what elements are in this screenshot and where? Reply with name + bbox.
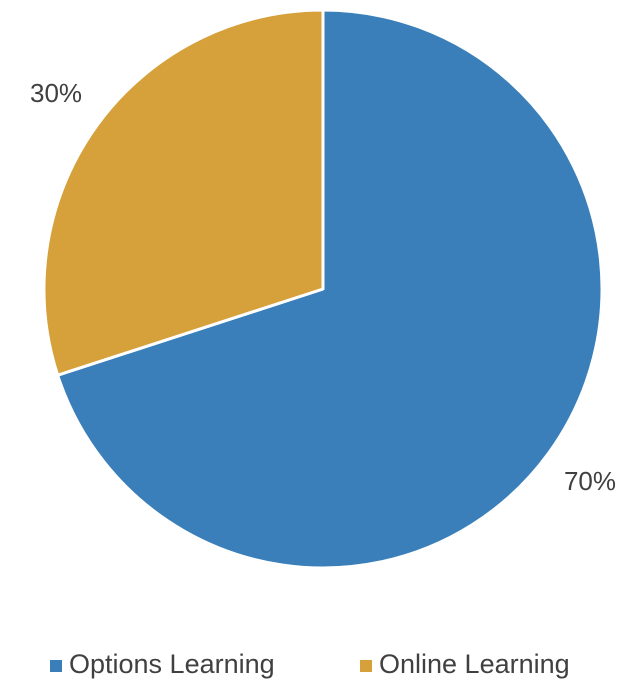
legend-marker [360, 660, 372, 672]
legend-label: Options Learning [69, 649, 275, 679]
legend-entry-online-learning: Online Learning [360, 649, 570, 679]
data-label-options-learning: 70% [564, 466, 616, 496]
slices-layer [44, 10, 602, 568]
legend-entry-options-learning: Options Learning [50, 649, 275, 679]
legend-marker [50, 660, 62, 672]
data-label-online-learning: 30% [30, 78, 82, 108]
legend: Options Learning Online Learning [50, 649, 570, 679]
legend-label: Online Learning [379, 649, 570, 679]
